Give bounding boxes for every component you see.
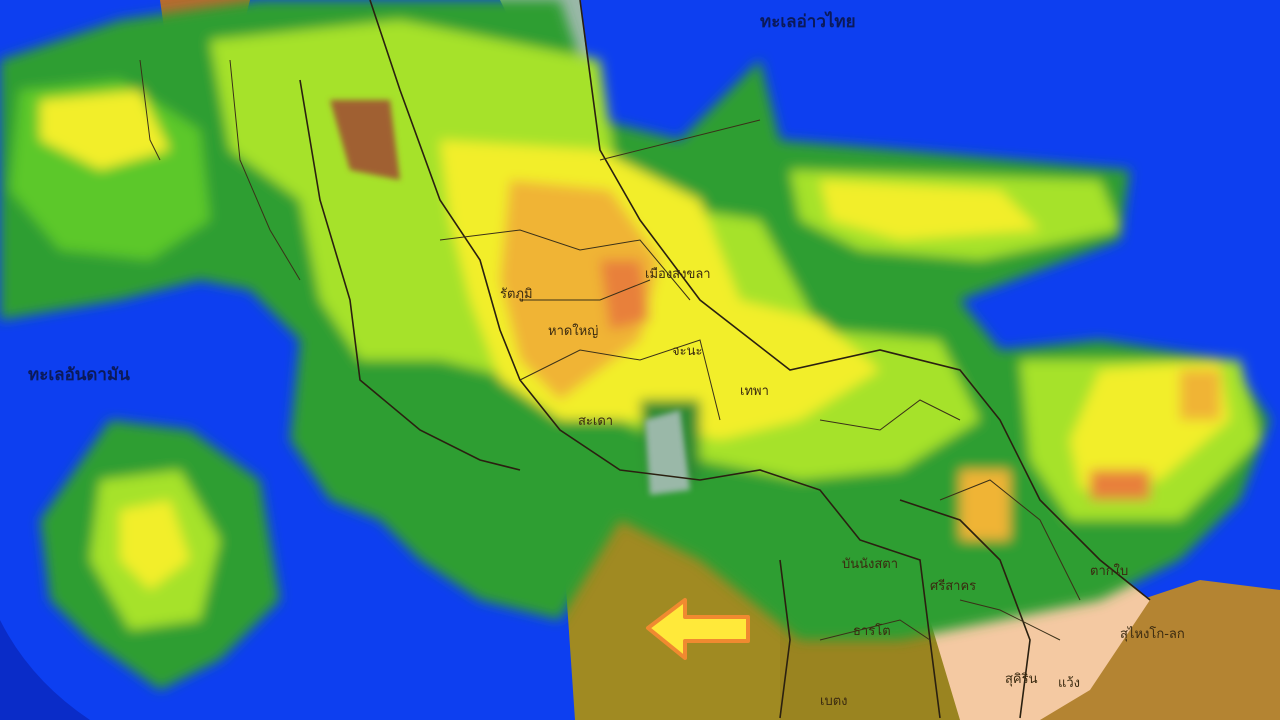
district-label: สุไหงโก-ลก [1120,626,1185,642]
district-label: เทพา [740,384,769,399]
district-label: บันนังสตา [842,557,898,572]
brown-patch [330,100,400,180]
sea-label-gulf-of-thailand: ทะเลอ่าวไทย [760,11,856,32]
district-label: ศรีสาคร [930,578,976,594]
district-labels: เมืองสงขลา หาดใหญ่ รัตภูมิ จะนะ เทพา สะเ… [500,266,1185,709]
province-borders [139,0,1151,719]
district-label: จะนะ [672,344,702,359]
district-label: รัตภูมิ [500,287,533,302]
district-label: สุคิริน [1005,672,1038,687]
sea-label-andaman-sea: ทะเลอันดามัน [28,365,130,385]
district-label: เมืองสงขลา [645,266,711,282]
arrow-left-icon [646,598,750,660]
district-label: เบตง [820,694,848,709]
district-label: หาดใหญ่ [548,323,598,339]
district-label: สะเดา [578,414,613,429]
district-label: แว้ง [1058,676,1080,691]
district-label: ตากใบ [1090,563,1128,579]
district-label: ธารโต [853,623,891,639]
